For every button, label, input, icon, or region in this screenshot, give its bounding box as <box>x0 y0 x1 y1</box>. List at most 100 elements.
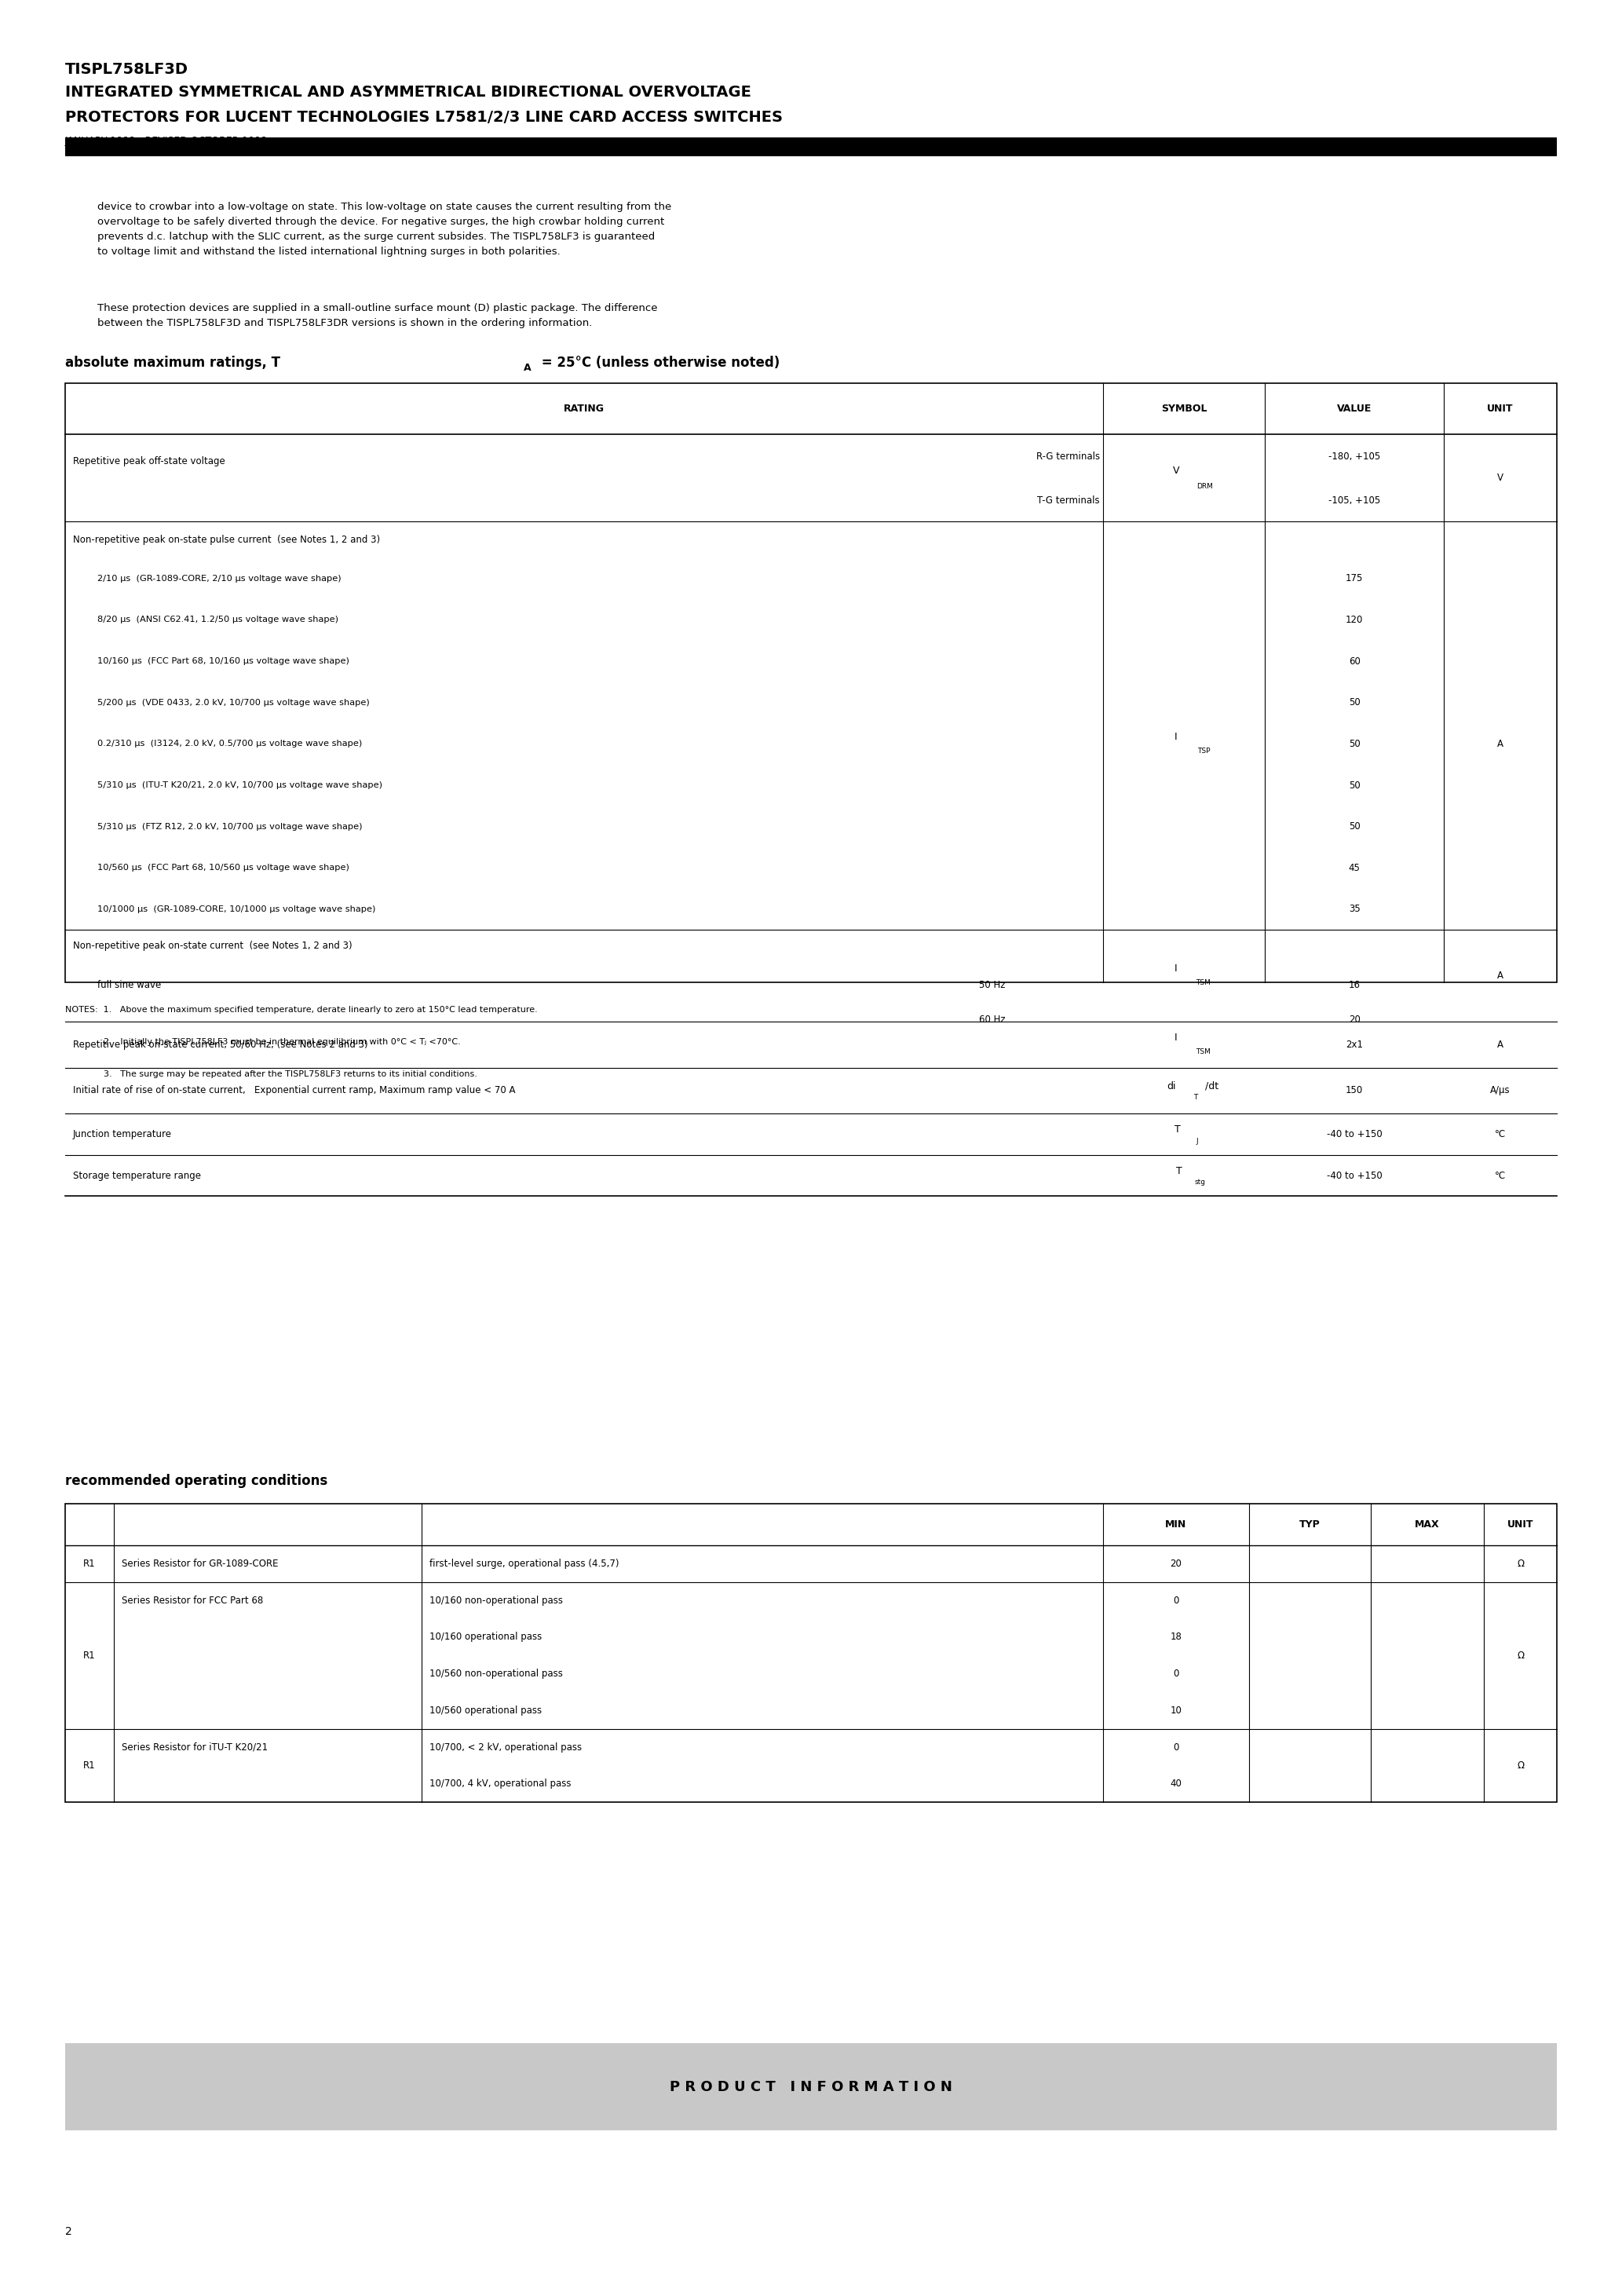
Text: A: A <box>524 363 532 372</box>
Text: stg: stg <box>1195 1178 1205 1187</box>
Text: 50: 50 <box>1348 739 1361 748</box>
Text: 18: 18 <box>1169 1632 1182 1642</box>
Text: Non-repetitive peak on-state current  (see Notes 1, 2 and 3): Non-repetitive peak on-state current (se… <box>73 941 352 951</box>
Text: Repetitive peak off-state voltage: Repetitive peak off-state voltage <box>73 457 225 466</box>
Text: 5/310 μs  (FTZ R12, 2.0 kV, 10/700 μs voltage wave shape): 5/310 μs (FTZ R12, 2.0 kV, 10/700 μs vol… <box>97 822 362 831</box>
Text: 10/560 operational pass: 10/560 operational pass <box>430 1706 542 1715</box>
Text: 50: 50 <box>1348 822 1361 831</box>
Text: 10/1000 μs  (GR-1089-CORE, 10/1000 μs voltage wave shape): 10/1000 μs (GR-1089-CORE, 10/1000 μs vol… <box>97 905 376 914</box>
Text: TSM: TSM <box>1195 1047 1212 1056</box>
Text: 40: 40 <box>1169 1779 1182 1789</box>
Text: 20: 20 <box>1348 1015 1361 1024</box>
Text: 2/10 μs  (GR-1089-CORE, 2/10 μs voltage wave shape): 2/10 μs (GR-1089-CORE, 2/10 μs voltage w… <box>97 574 341 583</box>
Text: TYP: TYP <box>1299 1520 1320 1529</box>
Text: 0: 0 <box>1173 1596 1179 1605</box>
Text: Initial rate of rise of on-state current,   Exponential current ramp, Maximum ra: Initial rate of rise of on-state current… <box>73 1086 516 1095</box>
Text: Junction temperature: Junction temperature <box>73 1130 172 1139</box>
Text: 60 Hz: 60 Hz <box>980 1015 1006 1024</box>
Text: device to crowbar into a low-voltage on state. This low-voltage on state causes : device to crowbar into a low-voltage on … <box>97 202 672 257</box>
Text: -40 to +150: -40 to +150 <box>1327 1171 1382 1180</box>
Text: 10/560 μs  (FCC Part 68, 10/560 μs voltage wave shape): 10/560 μs (FCC Part 68, 10/560 μs voltag… <box>97 863 349 872</box>
Text: NOTES:  1.   Above the maximum specified temperature, derate linearly to zero at: NOTES: 1. Above the maximum specified te… <box>65 1006 537 1013</box>
Text: A: A <box>1497 739 1504 748</box>
Text: 8/20 μs  (ANSI C62.41, 1.2/50 μs voltage wave shape): 8/20 μs (ANSI C62.41, 1.2/50 μs voltage … <box>97 615 339 625</box>
Text: These protection devices are supplied in a small-outline surface mount (D) plast: These protection devices are supplied in… <box>97 303 657 328</box>
Text: 120: 120 <box>1346 615 1362 625</box>
Text: Repetitive peak on-state current, 50/60 Hz, (see Notes 2 and 3): Repetitive peak on-state current, 50/60 … <box>73 1040 368 1049</box>
Bar <box>65 383 1557 983</box>
Text: TSP: TSP <box>1197 746 1210 755</box>
Text: 0: 0 <box>1173 1743 1179 1752</box>
Text: 50 Hz: 50 Hz <box>980 980 1006 990</box>
Text: -105, +105: -105, +105 <box>1328 496 1380 505</box>
Text: MIN: MIN <box>1165 1520 1187 1529</box>
Text: 10/700, 4 kV, operational pass: 10/700, 4 kV, operational pass <box>430 1779 571 1789</box>
Text: RATING: RATING <box>563 404 605 413</box>
Text: PROTECTORS FOR LUCENT TECHNOLOGIES L7581/2/3 LINE CARD ACCESS SWITCHES: PROTECTORS FOR LUCENT TECHNOLOGIES L7581… <box>65 110 782 124</box>
Text: Non-repetitive peak on-state pulse current  (see Notes 1, 2 and 3): Non-repetitive peak on-state pulse curre… <box>73 535 380 544</box>
Text: JANUARY 1998 - REVISED OCTOBER 1998: JANUARY 1998 - REVISED OCTOBER 1998 <box>65 135 268 145</box>
Text: 2.   Initially the TISPL758LF3 must be in thermal equilibrium with 0°C < Tⱼ <70°: 2. Initially the TISPL758LF3 must be in … <box>65 1038 461 1045</box>
Bar <box>65 138 1557 156</box>
Text: TISPL758LF3D: TISPL758LF3D <box>65 62 188 76</box>
Text: T: T <box>1176 1166 1182 1176</box>
Text: T: T <box>1194 1093 1197 1102</box>
Text: 50: 50 <box>1348 781 1361 790</box>
Text: Ω: Ω <box>1517 1559 1525 1568</box>
Text: 35: 35 <box>1348 905 1361 914</box>
Text: DRM: DRM <box>1197 482 1213 491</box>
Text: I: I <box>1174 732 1178 742</box>
Text: A/μs: A/μs <box>1491 1086 1510 1095</box>
Text: R1: R1 <box>83 1559 96 1568</box>
Text: MAX: MAX <box>1414 1520 1440 1529</box>
Text: -180, +105: -180, +105 <box>1328 452 1380 461</box>
Text: = 25°C (unless otherwise noted): = 25°C (unless otherwise noted) <box>537 356 780 370</box>
Text: full sine wave: full sine wave <box>97 980 161 990</box>
Text: Ω: Ω <box>1517 1651 1525 1660</box>
Text: 10: 10 <box>1169 1706 1182 1715</box>
Text: -40 to +150: -40 to +150 <box>1327 1130 1382 1139</box>
Text: TSM: TSM <box>1195 978 1212 987</box>
Text: 5/200 μs  (VDE 0433, 2.0 kV, 10/700 μs voltage wave shape): 5/200 μs (VDE 0433, 2.0 kV, 10/700 μs vo… <box>97 698 370 707</box>
Text: T-G terminals: T-G terminals <box>1036 496 1100 505</box>
Text: VALUE: VALUE <box>1337 404 1372 413</box>
Text: recommended operating conditions: recommended operating conditions <box>65 1474 328 1488</box>
Text: 10/700, < 2 kV, operational pass: 10/700, < 2 kV, operational pass <box>430 1743 582 1752</box>
Text: 0: 0 <box>1173 1669 1179 1678</box>
Text: I: I <box>1174 964 1178 974</box>
Text: P R O D U C T   I N F O R M A T I O N: P R O D U C T I N F O R M A T I O N <box>670 2080 952 2094</box>
Bar <box>65 2043 1557 2131</box>
Text: Series Resistor for FCC Part 68: Series Resistor for FCC Part 68 <box>122 1596 263 1605</box>
Text: 10/160 operational pass: 10/160 operational pass <box>430 1632 542 1642</box>
Text: 45: 45 <box>1348 863 1361 872</box>
Text: 50: 50 <box>1348 698 1361 707</box>
Text: 0.2/310 μs  (I3124, 2.0 kV, 0.5/700 μs voltage wave shape): 0.2/310 μs (I3124, 2.0 kV, 0.5/700 μs vo… <box>97 739 362 748</box>
Text: R1: R1 <box>83 1651 96 1660</box>
Text: Ω: Ω <box>1517 1761 1525 1770</box>
Text: V: V <box>1497 473 1504 482</box>
Text: 10/560 non-operational pass: 10/560 non-operational pass <box>430 1669 563 1678</box>
Text: 10/160 non-operational pass: 10/160 non-operational pass <box>430 1596 563 1605</box>
Text: Series Resistor for iTU-T K20/21: Series Resistor for iTU-T K20/21 <box>122 1743 268 1752</box>
Text: 20: 20 <box>1169 1559 1182 1568</box>
Text: A: A <box>1497 971 1504 980</box>
Text: 2x1: 2x1 <box>1346 1040 1362 1049</box>
Text: °C: °C <box>1495 1171 1505 1180</box>
Text: T: T <box>1174 1125 1181 1134</box>
Text: 2: 2 <box>65 2227 71 2236</box>
Text: UNIT: UNIT <box>1487 404 1513 413</box>
Text: R-G terminals: R-G terminals <box>1036 452 1100 461</box>
Text: absolute maximum ratings, T: absolute maximum ratings, T <box>65 356 281 370</box>
Text: J: J <box>1195 1137 1199 1146</box>
Text: UNIT: UNIT <box>1507 1520 1534 1529</box>
Text: INTEGRATED SYMMETRICAL AND ASYMMETRICAL BIDIRECTIONAL OVERVOLTAGE: INTEGRATED SYMMETRICAL AND ASYMMETRICAL … <box>65 85 751 99</box>
Text: Storage temperature range: Storage temperature range <box>73 1171 201 1180</box>
Text: 16: 16 <box>1348 980 1361 990</box>
Text: 60: 60 <box>1348 657 1361 666</box>
Text: Series Resistor for GR-1089-CORE: Series Resistor for GR-1089-CORE <box>122 1559 279 1568</box>
Text: °C: °C <box>1495 1130 1505 1139</box>
Text: I: I <box>1174 1033 1178 1042</box>
Text: 3.   The surge may be repeated after the TISPL758LF3 returns to its initial cond: 3. The surge may be repeated after the T… <box>65 1070 477 1077</box>
Text: R1: R1 <box>83 1761 96 1770</box>
Bar <box>65 1504 1557 1802</box>
